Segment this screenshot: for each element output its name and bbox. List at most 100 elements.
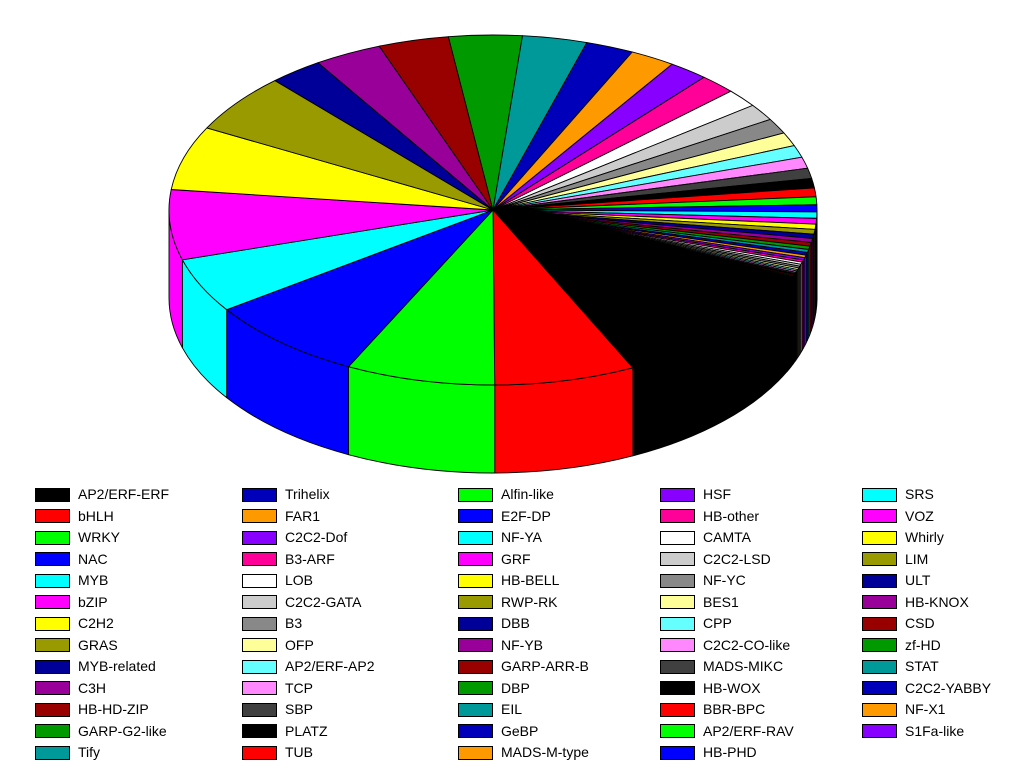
legend-swatch [242, 681, 277, 696]
legend-label: HSF [703, 486, 731, 503]
legend-label: Alfin-like [501, 486, 554, 503]
legend-item: bZIP [35, 592, 169, 614]
legend-label: NF-YC [703, 572, 746, 589]
legend-swatch [242, 616, 277, 631]
legend-item: GeBP [458, 721, 589, 743]
legend-item: S1Fa-like [862, 721, 991, 743]
legend-swatch [458, 616, 493, 631]
legend-item: B3-ARF [242, 549, 374, 571]
legend-swatch [35, 509, 70, 524]
legend-swatch [458, 638, 493, 653]
legend-swatch [862, 509, 897, 524]
legend-label: HB-WOX [703, 679, 761, 696]
legend-label: VOZ [905, 507, 934, 524]
legend-item: Alfin-like [458, 484, 589, 506]
legend-item: LIM [862, 549, 991, 571]
legend-swatch [35, 530, 70, 545]
legend-label: STAT [905, 658, 939, 675]
legend-label: CSD [905, 615, 935, 632]
legend-label: C2C2-YABBY [905, 679, 992, 696]
legend-item: MYB-related [35, 656, 169, 678]
legend-label: AP2/ERF-AP2 [285, 658, 375, 675]
legend-swatch [862, 681, 897, 696]
pie-slice-s1fa-like [492, 209, 788, 285]
legend-item: ULT [862, 570, 991, 592]
legend-label: C2H2 [78, 615, 114, 632]
legend-label: HB-other [703, 507, 760, 524]
legend-label: ULT [905, 572, 931, 589]
legend-swatch [35, 745, 70, 760]
legend-label: MADS-M-type [501, 744, 589, 761]
legend-item: GARP-ARR-B [458, 656, 589, 678]
legend-swatch [242, 724, 277, 739]
legend-swatch [458, 745, 493, 760]
legend-label: MYB-related [78, 658, 156, 675]
legend-swatch [242, 509, 277, 524]
legend-item: C2C2-YABBY [862, 678, 991, 700]
legend-label: OFP [285, 636, 314, 653]
legend-swatch [660, 509, 695, 524]
legend-label: bZIP [78, 593, 108, 610]
pie-slice-bzip [168, 189, 494, 261]
legend-swatch [862, 573, 897, 588]
legend-swatch [35, 702, 70, 717]
legend-label: GRAS [78, 636, 118, 653]
legend-item: C3H [35, 678, 169, 700]
legend-label: Trihelix [285, 486, 330, 503]
legend-column-5: SRS VOZ Whirly LIM ULT HB-KNOX CSD zf-HD STAT C2C… [862, 484, 991, 742]
legend-item: MADS-MIKC [660, 656, 794, 678]
legend-swatch [660, 487, 695, 502]
legend-swatch [35, 616, 70, 631]
legend-swatch [242, 595, 277, 610]
legend-label: NF-X1 [905, 701, 946, 718]
legend-swatch [862, 659, 897, 674]
legend-item: HB-PHD [660, 742, 794, 764]
legend-swatch [660, 552, 695, 567]
legend-swatch [660, 745, 695, 760]
legend-item: AP2/ERF-ERF [35, 484, 169, 506]
pie-chart-3d [168, 34, 818, 474]
legend-label: CAMTA [703, 529, 751, 546]
legend-label: HB-PHD [703, 744, 757, 761]
legend-label: EIL [501, 701, 523, 718]
legend-item: C2C2-Dof [242, 527, 374, 549]
legend-label: Tify [78, 744, 101, 761]
legend-item: TUB [242, 742, 374, 764]
legend-label: B3 [285, 615, 303, 632]
legend-item: HB-other [660, 506, 794, 528]
legend-item: zf-HD [862, 635, 991, 657]
legend-label: NF-YA [501, 529, 542, 546]
legend-item: LOB [242, 570, 374, 592]
legend-swatch [862, 530, 897, 545]
legend-label: DBP [501, 679, 530, 696]
legend-swatch [35, 595, 70, 610]
legend-label: BES1 [703, 593, 739, 610]
legend-label: LOB [285, 572, 314, 589]
legend-item: DBB [458, 613, 589, 635]
legend-item: bHLH [35, 506, 169, 528]
legend-swatch [458, 595, 493, 610]
legend-item: SRS [862, 484, 991, 506]
legend-column-2: Trihelix FAR1 C2C2-Dof B3-ARF LOB C2C2-GATA B3… [242, 484, 374, 764]
legend-label: DBB [501, 615, 530, 632]
legend-column-3: Alfin-like E2F-DP NF-YA GRF HB-BELL RWP-RK DBB… [458, 484, 589, 764]
legend-item: NF-YA [458, 527, 589, 549]
legend-label: C3H [78, 679, 107, 696]
legend-label: AP2/ERF-RAV [703, 722, 794, 739]
legend-swatch [458, 552, 493, 567]
legend-item: VOZ [862, 506, 991, 528]
legend-label: GRF [501, 550, 531, 567]
legend-item: OFP [242, 635, 374, 657]
legend-label: zf-HD [905, 636, 941, 653]
legend-swatch [458, 509, 493, 524]
legend-item: CSD [862, 613, 991, 635]
legend-label: B3-ARF [285, 550, 335, 567]
legend-label: NF-YB [501, 636, 543, 653]
legend-swatch [862, 702, 897, 717]
legend-label: GARP-ARR-B [501, 658, 589, 675]
legend-label: bHLH [78, 507, 114, 524]
legend-swatch [458, 573, 493, 588]
legend-label: C2C2-CO-like [703, 636, 791, 653]
legend-item: NAC [35, 549, 169, 571]
